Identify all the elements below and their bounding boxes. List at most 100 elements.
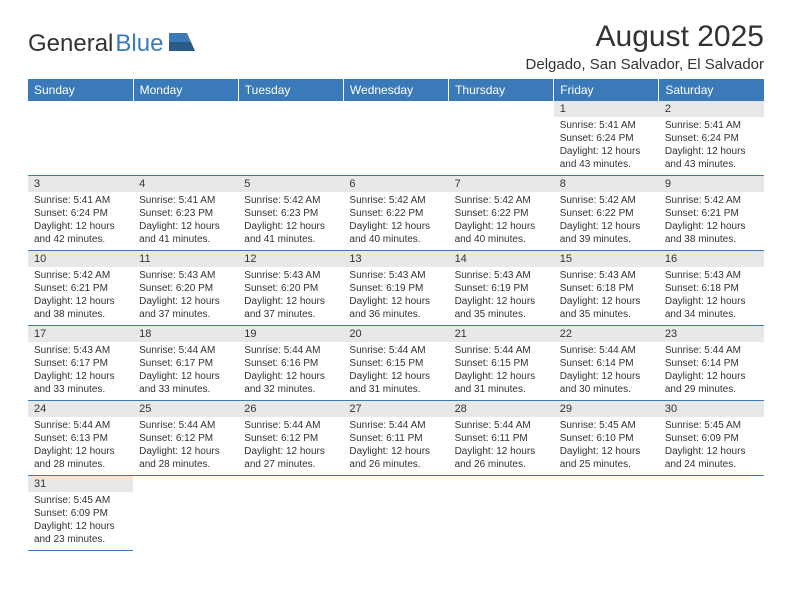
day-detail: Sunrise: 5:41 AMSunset: 6:24 PMDaylight:… (28, 192, 133, 250)
day-detail (449, 480, 554, 534)
day-detail-line: Daylight: 12 hours (139, 220, 232, 233)
day-detail-line: Sunrise: 5:43 AM (455, 269, 548, 282)
day-detail: Sunrise: 5:44 AMSunset: 6:15 PMDaylight:… (449, 342, 554, 400)
day-detail-line: Daylight: 12 hours (455, 295, 548, 308)
calendar-cell: 28Sunrise: 5:44 AMSunset: 6:11 PMDayligh… (449, 401, 554, 476)
calendar-cell: 21Sunrise: 5:44 AMSunset: 6:15 PMDayligh… (449, 326, 554, 401)
day-detail: Sunrise: 5:41 AMSunset: 6:24 PMDaylight:… (659, 117, 764, 175)
day-number: 15 (554, 251, 659, 267)
calendar-cell: 27Sunrise: 5:44 AMSunset: 6:11 PMDayligh… (343, 401, 448, 476)
day-detail-line: Daylight: 12 hours (34, 220, 127, 233)
day-detail-line: and 32 minutes. (244, 383, 337, 396)
day-detail-line: Daylight: 12 hours (139, 445, 232, 458)
day-number: 27 (343, 401, 448, 417)
day-detail-line: Daylight: 12 hours (349, 295, 442, 308)
day-detail-line: Sunrise: 5:42 AM (560, 194, 653, 207)
calendar-cell: 4Sunrise: 5:41 AMSunset: 6:23 PMDaylight… (133, 176, 238, 251)
day-number: 17 (28, 326, 133, 342)
day-detail-line: Sunset: 6:20 PM (244, 282, 337, 295)
day-detail (554, 480, 659, 534)
day-number: 24 (28, 401, 133, 417)
day-detail-line: and 39 minutes. (560, 233, 653, 246)
day-detail-line: and 42 minutes. (34, 233, 127, 246)
day-detail-line: Sunrise: 5:43 AM (560, 269, 653, 282)
day-detail-line: and 41 minutes. (244, 233, 337, 246)
day-detail-line: Sunrise: 5:45 AM (560, 419, 653, 432)
day-detail-line: Daylight: 12 hours (34, 445, 127, 458)
day-detail-line: Sunrise: 5:42 AM (244, 194, 337, 207)
day-detail: Sunrise: 5:45 AMSunset: 6:10 PMDaylight:… (554, 417, 659, 475)
dow-sunday: Sunday (28, 79, 133, 101)
day-detail-line: and 24 minutes. (665, 458, 758, 471)
day-detail-line: Daylight: 12 hours (560, 295, 653, 308)
calendar-cell: 6Sunrise: 5:42 AMSunset: 6:22 PMDaylight… (343, 176, 448, 251)
day-detail-line: Sunset: 6:11 PM (455, 432, 548, 445)
calendar-week-row: 3Sunrise: 5:41 AMSunset: 6:24 PMDaylight… (28, 176, 764, 251)
day-detail-line: and 43 minutes. (560, 158, 653, 171)
day-number: 11 (133, 251, 238, 267)
calendar-cell: 15 Sunrise: 5:43 AMSunset: 6:18 PMDayligh… (554, 251, 659, 326)
day-detail: Sunrise: 5:44 AMSunset: 6:11 PMDaylight:… (343, 417, 448, 475)
calendar-cell: 18Sunrise: 5:44 AMSunset: 6:17 PMDayligh… (133, 326, 238, 401)
day-detail-line: Sunset: 6:22 PM (349, 207, 442, 220)
day-detail-line: Daylight: 12 hours (455, 370, 548, 383)
day-detail: Sunrise: 5:43 AMSunset: 6:19 PMDaylight:… (343, 267, 448, 325)
day-detail-line: Sunrise: 5:42 AM (455, 194, 548, 207)
calendar-cell: 16Sunrise: 5:43 AMSunset: 6:18 PMDayligh… (659, 251, 764, 326)
day-detail-line: Daylight: 12 hours (560, 220, 653, 233)
month-title: August 2025 (526, 20, 764, 54)
day-detail-line: Sunset: 6:09 PM (34, 507, 127, 520)
day-number: 28 (449, 401, 554, 417)
day-detail-line: and 35 minutes. (455, 308, 548, 321)
day-number: 4 (133, 176, 238, 192)
day-detail (238, 105, 343, 159)
day-detail-line: Sunrise: 5:42 AM (349, 194, 442, 207)
calendar-cell (449, 476, 554, 551)
day-detail-line: Sunrise: 5:44 AM (349, 344, 442, 357)
day-detail-line: Sunset: 6:10 PM (560, 432, 653, 445)
day-detail-line: Sunrise: 5:44 AM (665, 344, 758, 357)
calendar-cell: 19Sunrise: 5:44 AMSunset: 6:16 PMDayligh… (238, 326, 343, 401)
day-detail-line: Sunrise: 5:45 AM (34, 494, 127, 507)
day-detail-line: and 29 minutes. (665, 383, 758, 396)
calendar-cell: 8Sunrise: 5:42 AMSunset: 6:22 PMDaylight… (554, 176, 659, 251)
calendar-body: 1Sunrise: 5:41 AMSunset: 6:24 PMDaylight… (28, 101, 764, 551)
day-detail-line: Sunset: 6:17 PM (139, 357, 232, 370)
calendar-cell: 17Sunrise: 5:43 AMSunset: 6:17 PMDayligh… (28, 326, 133, 401)
day-detail-line: Sunrise: 5:43 AM (34, 344, 127, 357)
day-detail-line: Sunrise: 5:41 AM (665, 119, 758, 132)
day-detail-line: and 37 minutes. (139, 308, 232, 321)
calendar-cell (133, 476, 238, 551)
calendar-cell: 20Sunrise: 5:44 AMSunset: 6:15 PMDayligh… (343, 326, 448, 401)
day-number: 1 (554, 101, 659, 117)
calendar-cell: 24Sunrise: 5:44 AMSunset: 6:13 PMDayligh… (28, 401, 133, 476)
day-detail-line: and 28 minutes. (34, 458, 127, 471)
calendar-week-row: 31Sunrise: 5:45 AMSunset: 6:09 PMDayligh… (28, 476, 764, 551)
day-number: 3 (28, 176, 133, 192)
day-detail-line: Sunrise: 5:44 AM (349, 419, 442, 432)
day-number: 7 (449, 176, 554, 192)
logo: GeneralBlue (28, 30, 197, 58)
calendar-cell (343, 476, 448, 551)
day-detail: Sunrise: 5:42 AMSunset: 6:21 PMDaylight:… (659, 192, 764, 250)
day-detail-line: Daylight: 12 hours (455, 445, 548, 458)
day-detail: Sunrise: 5:44 AMSunset: 6:12 PMDaylight:… (133, 417, 238, 475)
day-detail-line: Sunset: 6:24 PM (665, 132, 758, 145)
day-detail-line: Sunset: 6:09 PM (665, 432, 758, 445)
day-detail-line: Sunset: 6:23 PM (139, 207, 232, 220)
location-text: Delgado, San Salvador, El Salvador (526, 56, 764, 73)
day-detail-line: Sunrise: 5:43 AM (244, 269, 337, 282)
day-detail: Sunrise: 5:44 AMSunset: 6:11 PMDaylight:… (449, 417, 554, 475)
calendar-cell (238, 476, 343, 551)
dow-friday: Friday (554, 79, 659, 101)
day-number: 9 (659, 176, 764, 192)
calendar-table: Sunday Monday Tuesday Wednesday Thursday… (28, 79, 764, 551)
day-detail: Sunrise: 5:43 AMSunset: 6:18 PMDaylight:… (659, 267, 764, 325)
day-detail-line: Sunset: 6:16 PM (244, 357, 337, 370)
calendar-cell: 2Sunrise: 5:41 AMSunset: 6:24 PMDaylight… (659, 101, 764, 176)
day-detail (133, 480, 238, 534)
day-detail-line: and 40 minutes. (349, 233, 442, 246)
calendar-cell: 25Sunrise: 5:44 AMSunset: 6:12 PMDayligh… (133, 401, 238, 476)
day-detail-line: Sunset: 6:18 PM (560, 282, 653, 295)
day-detail-line: and 28 minutes. (139, 458, 232, 471)
